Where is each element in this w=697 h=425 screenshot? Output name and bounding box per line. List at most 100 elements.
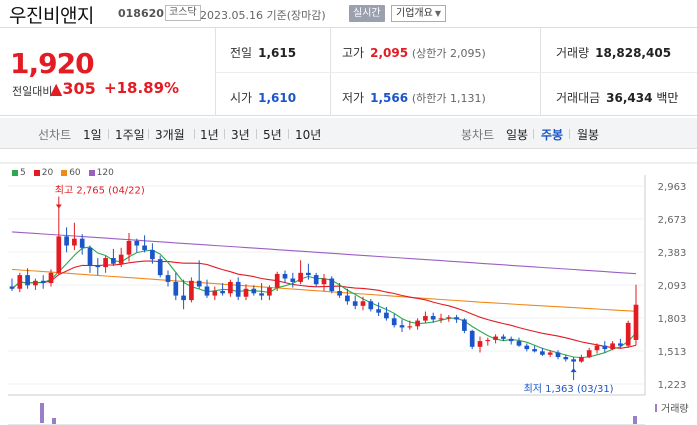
change-value: ▲305 — [50, 79, 96, 98]
candle — [430, 316, 436, 320]
trade-amount: 거래대금 36,434 백만 — [556, 91, 679, 105]
candle — [602, 345, 608, 350]
candle — [235, 281, 241, 297]
candle — [407, 326, 413, 328]
ma60-line — [11, 268, 637, 312]
candle — [126, 240, 132, 255]
legend-ma20: 20 — [33, 168, 53, 178]
candle — [633, 304, 639, 340]
candle — [181, 295, 186, 301]
low-annotation: 최저 1,363 (03/31) — [524, 383, 614, 395]
candle — [40, 280, 46, 284]
y-tick-label: 1,513 — [658, 347, 687, 358]
candle — [79, 238, 85, 248]
candle — [274, 273, 280, 288]
company-info-button[interactable]: 기업개요 ▼ — [391, 5, 446, 22]
candle — [228, 281, 233, 294]
ma120-line — [11, 231, 637, 275]
tab-daily[interactable]: 일봉 — [506, 128, 529, 142]
volume-legend-swatch — [655, 404, 657, 412]
tab-3y[interactable]: 3년 — [231, 128, 250, 142]
prev-close: 전일 1,615 — [230, 46, 297, 60]
candle — [157, 259, 163, 276]
candle — [212, 291, 218, 296]
candle — [306, 272, 311, 276]
header-divider — [0, 27, 697, 28]
tab-monthly[interactable]: 월봉 — [577, 128, 600, 142]
candle — [134, 240, 140, 246]
candle — [56, 236, 62, 273]
change-amount: 305 — [62, 79, 96, 98]
candle — [173, 281, 179, 296]
divider — [215, 72, 697, 73]
stock-code: 018620 — [118, 7, 164, 20]
change-percent: +18.89% — [104, 79, 180, 97]
candle — [571, 359, 576, 362]
candle — [391, 318, 397, 326]
candle — [586, 350, 592, 358]
candle — [352, 301, 358, 306]
candle — [384, 312, 389, 319]
candle — [555, 352, 561, 358]
candle — [95, 265, 101, 268]
candle — [150, 250, 155, 260]
line-chart-label: 선차트 — [38, 128, 72, 142]
divider — [194, 129, 195, 139]
volume-bar — [52, 418, 56, 424]
candle — [321, 278, 327, 285]
candle — [493, 336, 498, 340]
chevron-down-icon: ▼ — [434, 9, 441, 18]
open-price: 시가 1,610 — [230, 91, 297, 105]
candle — [48, 272, 54, 284]
volume-bar — [633, 416, 637, 424]
candle — [298, 272, 303, 282]
y-tick-label: 2,963 — [658, 182, 687, 193]
chart-period-tabs: 선차트 1일 1주일 3개월 1년 3년 5년 10년 봉차트 일봉 주봉 월봉 — [0, 118, 697, 149]
candle — [103, 258, 108, 268]
candle — [345, 295, 350, 302]
candle — [423, 316, 428, 321]
candle — [17, 275, 23, 289]
candle — [376, 309, 381, 313]
base-date: 2023.05.16 기준(장마감) — [200, 9, 326, 22]
candle — [579, 357, 584, 362]
tab-1w[interactable]: 1주일 — [115, 128, 145, 142]
candle — [469, 330, 475, 347]
low-arrow-icon — [570, 368, 577, 373]
candle — [368, 301, 374, 310]
candle — [618, 343, 623, 346]
divider — [533, 129, 534, 139]
candle — [454, 317, 459, 320]
candle — [220, 291, 225, 294]
tab-weekly[interactable]: 주봉 — [541, 128, 564, 142]
high-price: 고가 2,095 (상한가 2,095) — [342, 46, 486, 60]
stock-name: 우진비앤지 — [9, 5, 94, 27]
candle — [540, 351, 545, 355]
candle — [118, 254, 124, 264]
tab-10y[interactable]: 10년 — [295, 128, 322, 142]
volume-bar — [40, 403, 44, 423]
tab-5y[interactable]: 5년 — [263, 128, 282, 142]
candle — [508, 338, 514, 342]
quote-panel: 1,920 전일대비 ▲305 +18.89% 전일 1,615 고가 2,095 … — [0, 28, 697, 116]
candle — [477, 341, 483, 347]
candle — [547, 352, 553, 355]
divider — [148, 129, 149, 139]
candle-chart-label: 봉차트 — [461, 128, 495, 142]
legend-ma120: 120 — [88, 168, 114, 178]
tab-1d[interactable]: 1일 — [83, 128, 102, 142]
volume-label: 거래량 — [661, 403, 689, 415]
divider — [569, 129, 570, 139]
candle — [532, 349, 537, 352]
candle — [360, 301, 366, 306]
realtime-button[interactable]: 실시간 — [349, 5, 385, 22]
legend-ma60: 60 — [61, 168, 81, 178]
tab-3m[interactable]: 3개월 — [155, 128, 185, 142]
high-arrow-icon — [55, 204, 62, 209]
candle — [625, 322, 631, 346]
candle — [204, 286, 210, 296]
tab-1y[interactable]: 1년 — [200, 128, 219, 142]
up-triangle-icon: ▲ — [50, 79, 63, 98]
y-tick-label: 1,223 — [658, 380, 687, 391]
